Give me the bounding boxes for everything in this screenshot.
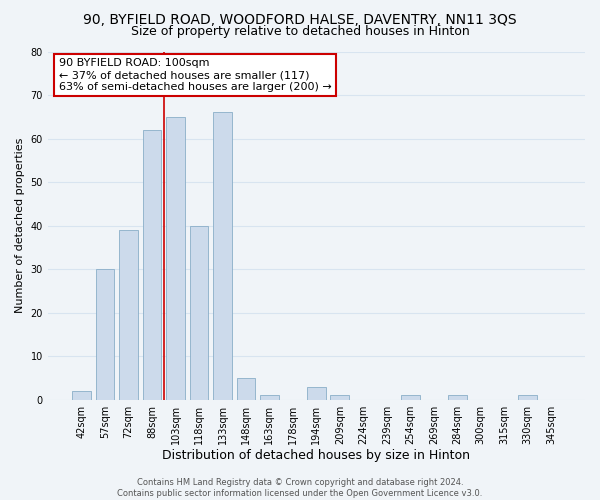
Bar (518, 396, 537, 400)
Bar (307, 386, 326, 400)
Bar (166, 117, 185, 400)
Bar (72, 391, 91, 400)
Bar (190, 226, 208, 400)
Bar (236, 378, 256, 400)
Bar (119, 230, 138, 400)
Bar (448, 396, 467, 400)
Bar (143, 130, 161, 400)
Text: 90, BYFIELD ROAD, WOODFORD HALSE, DAVENTRY, NN11 3QS: 90, BYFIELD ROAD, WOODFORD HALSE, DAVENT… (83, 12, 517, 26)
Text: 90 BYFIELD ROAD: 100sqm
← 37% of detached houses are smaller (117)
63% of semi-d: 90 BYFIELD ROAD: 100sqm ← 37% of detache… (59, 58, 331, 92)
Bar (95, 269, 115, 400)
Bar (401, 396, 420, 400)
Y-axis label: Number of detached properties: Number of detached properties (15, 138, 25, 314)
Bar (213, 112, 232, 400)
X-axis label: Distribution of detached houses by size in Hinton: Distribution of detached houses by size … (163, 450, 470, 462)
Bar (331, 396, 349, 400)
Text: Size of property relative to detached houses in Hinton: Size of property relative to detached ho… (131, 25, 469, 38)
Text: Contains HM Land Registry data © Crown copyright and database right 2024.
Contai: Contains HM Land Registry data © Crown c… (118, 478, 482, 498)
Bar (260, 396, 279, 400)
